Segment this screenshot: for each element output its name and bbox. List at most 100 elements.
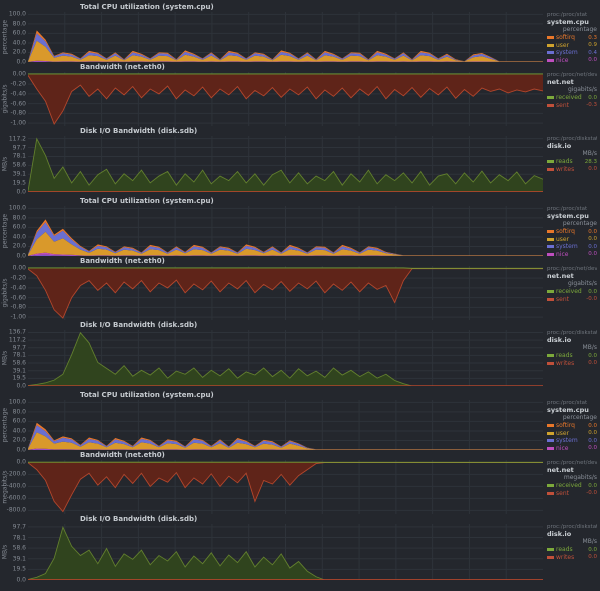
legend-item-nice[interactable]: nice 0.0: [547, 445, 597, 450]
legend-value: 0.0: [588, 236, 597, 243]
y-axis-tick: 97.7: [12, 144, 26, 152]
y-axis-tick: 78.1: [12, 152, 26, 160]
y-axis-tick: -1.00: [10, 313, 26, 321]
legend-item-sent[interactable]: sent -0.3: [547, 102, 597, 110]
y-axis-tick: 0.00: [12, 70, 26, 78]
legend-item-writes[interactable]: writes 0.0: [547, 166, 597, 174]
chart-plot-area[interactable]: [28, 460, 543, 514]
y-axis-tick: 58.6: [12, 161, 26, 169]
legend-swatch-icon: [547, 245, 554, 249]
legend-label: softirq: [556, 228, 575, 236]
legend-item-system[interactable]: system 0.4: [547, 49, 597, 57]
y-axis-tick: 19.5: [12, 374, 26, 382]
chart-units: percentage: [562, 414, 597, 421]
legend-value: 0.0: [588, 422, 597, 429]
chart-plot-area[interactable]: [28, 330, 543, 386]
y-axis-tick: 136.7: [8, 328, 26, 336]
legend-value: 0.0: [588, 445, 597, 450]
chart-plot-area[interactable]: [28, 12, 543, 62]
y-axis-tick: 0.0: [16, 458, 26, 466]
legend-swatch-icon: [547, 160, 554, 164]
chart-title: Bandwidth (net.eth0): [80, 451, 165, 459]
chart-context: proc:/proc/stat: [547, 400, 588, 406]
chart-net-net-1: Bandwidth (net.eth0) gigabits/s 0.00 -0.20-…: [0, 63, 600, 127]
legend-item-softirq[interactable]: softirq 0.0: [547, 422, 597, 430]
legend-swatch-icon: [547, 96, 554, 100]
legend-item-writes[interactable]: writes 0.0: [547, 554, 597, 562]
chart-id: system.cpu: [547, 18, 589, 26]
chart-context: proc:/proc/net/dev: [547, 460, 597, 466]
legend-value: 0.0: [588, 554, 597, 561]
legend-item-softirq[interactable]: softirq 0.0: [547, 228, 597, 236]
legend-item-reads[interactable]: reads 0.0: [547, 546, 597, 554]
legend-value: -0.0: [586, 490, 597, 497]
y-axis-tick: -0.20: [10, 274, 26, 282]
legend-item-user[interactable]: user 0.0: [547, 236, 597, 244]
legend-item-sent[interactable]: sent -0.0: [547, 296, 597, 304]
chart-legend: proc:/proc/diskstats disk.io MB/s reads 28.3…: [543, 136, 600, 192]
legend-label: nice: [556, 56, 569, 62]
chart-units: gigabits/s: [567, 280, 597, 287]
legend-swatch-icon: [547, 548, 554, 552]
y-axis-tick: 78.1: [12, 351, 26, 359]
legend-item-user[interactable]: user 0.0: [547, 430, 597, 438]
chart-system-cpu-3: Total CPU utilization (system.cpu) percen…: [0, 391, 600, 454]
chart-disk-io-1: Disk I/O Bandwidth (disk.sdb) MB/s 117.2 97…: [0, 127, 600, 196]
chart-units: gigabits/s: [567, 86, 597, 93]
chart-id: system.cpu: [547, 212, 589, 220]
legend-label: writes: [556, 165, 575, 173]
legend-swatch-icon: [547, 290, 554, 294]
legend-item-softirq[interactable]: softirq 0.3: [547, 34, 597, 42]
chart-plot-area[interactable]: [28, 524, 543, 580]
legend-item-reads[interactable]: reads 28.3: [547, 158, 597, 166]
legend-swatch-icon: [547, 424, 554, 428]
y-axis-tick: 19.5: [12, 179, 26, 187]
legend-swatch-icon: [547, 103, 554, 107]
legend-value: 0.0: [588, 288, 597, 295]
legend-item-system[interactable]: system 0.0: [547, 437, 597, 445]
chart-id: net.net: [547, 78, 574, 86]
legend-value: 0.0: [588, 437, 597, 444]
legend-label: user: [556, 41, 570, 49]
legend-item-user[interactable]: user 0.9: [547, 42, 597, 50]
y-axis-unit-label: gigabits/s: [1, 278, 9, 308]
chart-plot-area[interactable]: [28, 72, 543, 126]
legend-item-nice[interactable]: nice 0.0: [547, 56, 597, 62]
legend-swatch-icon: [547, 555, 554, 559]
chart-plot-area[interactable]: [28, 136, 543, 192]
legend-item-received[interactable]: received 0.0: [547, 288, 597, 296]
y-axis-tick: 100.0: [8, 204, 26, 212]
y-axis-tick: -0.20: [10, 80, 26, 88]
legend-item-reads[interactable]: reads 0.0: [547, 352, 597, 360]
chart-system-cpu-1: Total CPU utilization (system.cpu) percen…: [0, 3, 600, 66]
legend-item-sent[interactable]: sent -0.0: [547, 490, 597, 498]
y-axis-unit-label: percentage: [1, 213, 9, 249]
chart-legend: proc:/proc/net/dev net.net megabits/s recei…: [543, 460, 600, 514]
legend-label: received: [556, 94, 582, 102]
chart-title: Total CPU utilization (system.cpu): [80, 391, 214, 399]
legend-value: 0.0: [588, 360, 597, 367]
chart-units: MB/s: [582, 344, 597, 351]
legend-label: writes: [556, 359, 575, 367]
y-axis-tick: 80.0: [12, 214, 26, 222]
legend-label: reads: [556, 158, 573, 166]
legend-item-received[interactable]: received 0.0: [547, 482, 597, 490]
chart-plot-area[interactable]: [28, 266, 543, 320]
chart-net-net-3: Bandwidth (net.eth0) megabits/s 0.0 -200.0-…: [0, 451, 600, 514]
chart-plot-area[interactable]: [28, 206, 543, 256]
y-axis-tick: 0.0: [16, 58, 26, 66]
chart-title: Disk I/O Bandwidth (disk.sdb): [80, 515, 198, 523]
y-axis-tick: 97.7: [12, 523, 26, 531]
y-axis-tick: 97.7: [12, 344, 26, 352]
chart-id: disk.io: [547, 336, 572, 344]
legend-label: writes: [556, 553, 575, 561]
legend-value: 0.0: [588, 352, 597, 359]
legend-item-writes[interactable]: writes 0.0: [547, 360, 597, 368]
legend-item-system[interactable]: system 0.0: [547, 243, 597, 251]
chart-units: MB/s: [582, 538, 597, 545]
legend-value: 0.0: [588, 243, 597, 250]
legend-item-nice[interactable]: nice 0.0: [547, 251, 597, 256]
chart-plot-area[interactable]: [28, 400, 543, 450]
legend-item-received[interactable]: received 0.0: [547, 94, 597, 102]
y-axis-unit-label: gigabits/s: [1, 84, 9, 114]
